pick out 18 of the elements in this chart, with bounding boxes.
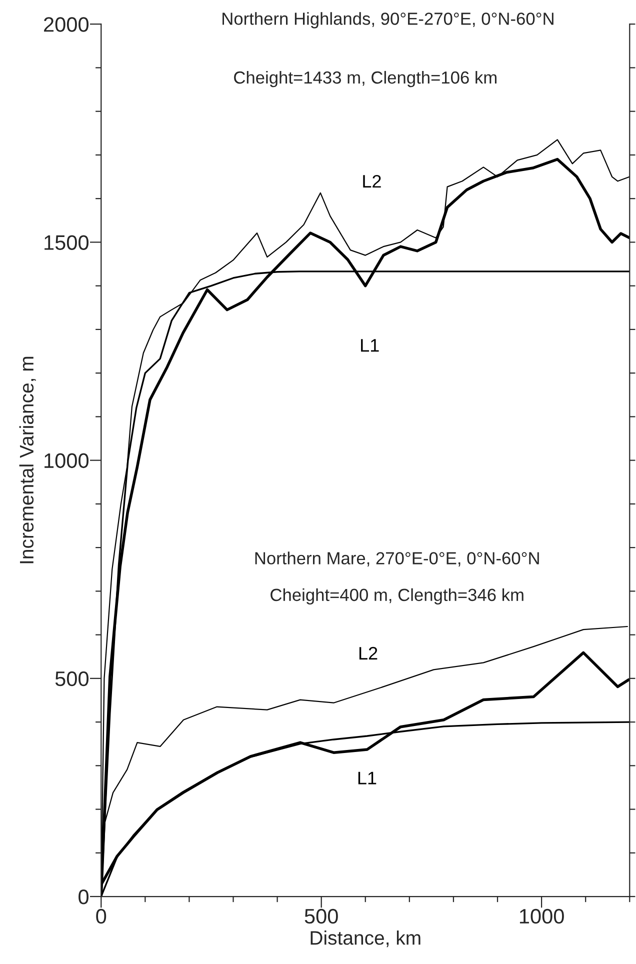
series-label: L1 <box>358 772 376 784</box>
y-axis-title: Incremental Variance, m <box>19 356 36 564</box>
y-tick-label: 2000 <box>44 17 89 32</box>
chart-title: Northern Highlands, 90°E-270°E, 0°N-60°N <box>222 12 554 28</box>
x-tick-label: 500 <box>304 908 338 924</box>
y-tick-label: 0 <box>78 890 89 904</box>
text: Cheight=1433 m, Clength=106 km <box>234 70 496 88</box>
series-label: L2 <box>359 646 378 660</box>
annotation: Cheight=400 m, Clength=346 km <box>270 588 524 604</box>
annotation: Northern Mare, 270°E-0°E, 0°N-60°N <box>255 552 539 566</box>
x-tick-label: 0 <box>96 908 106 924</box>
y-tick-label: 1000 <box>44 453 89 468</box>
text: L1 <box>361 339 379 352</box>
y-tick-label: 1500 <box>44 235 89 250</box>
text: L2 <box>363 174 381 188</box>
x-tick-label: 1000 <box>520 908 564 924</box>
x-axis-title: Distance, km <box>310 930 420 948</box>
y-tick-label: 500 <box>55 671 89 686</box>
